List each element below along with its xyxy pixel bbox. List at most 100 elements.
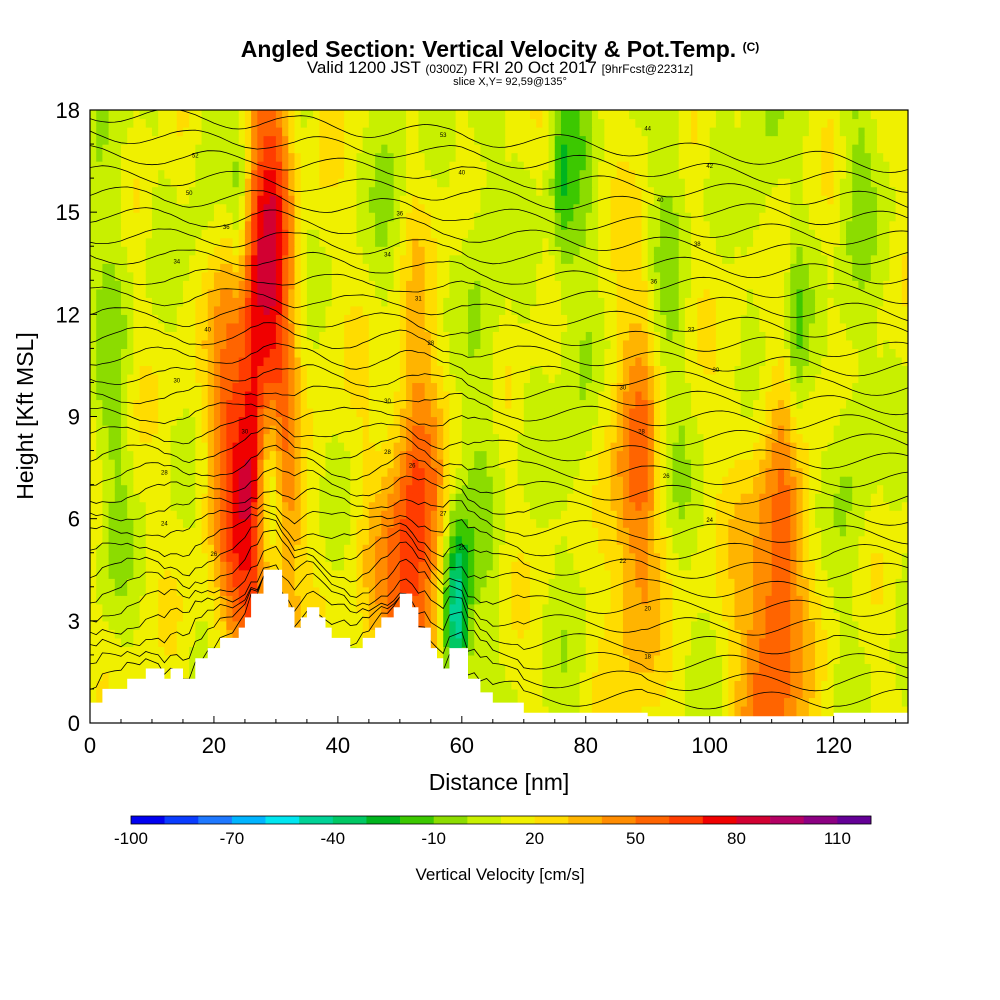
- velocity-cell: [784, 407, 791, 418]
- velocity-cell: [269, 450, 277, 460]
- velocity-cell: [790, 586, 798, 596]
- velocity-cell: [827, 450, 835, 460]
- velocity-cell: [368, 595, 376, 605]
- velocity-cell: [319, 416, 327, 426]
- velocity-cell: [852, 527, 860, 537]
- velocity-cell: [486, 595, 494, 605]
- velocity-cell: [251, 501, 258, 511]
- velocity-cell: [666, 688, 674, 699]
- velocity-cell: [499, 484, 506, 494]
- velocity-cell: [684, 629, 692, 639]
- velocity-cell: [455, 501, 463, 511]
- velocity-cell: [499, 595, 506, 605]
- velocity-cell: [759, 510, 767, 520]
- velocity-cell: [833, 527, 841, 537]
- velocity-cell: [189, 467, 196, 477]
- velocity-cell: [201, 620, 209, 630]
- velocity-cell: [294, 535, 302, 545]
- velocity-cell: [846, 459, 853, 469]
- velocity-cell: [164, 544, 172, 554]
- velocity-cell: [529, 637, 537, 647]
- velocity-cell: [387, 586, 395, 596]
- velocity-cell: [449, 467, 457, 477]
- velocity-cell: [275, 467, 283, 477]
- velocity-cell: [827, 484, 835, 494]
- velocity-cell: [877, 493, 884, 503]
- velocity-cell: [418, 493, 426, 503]
- velocity-cell: [412, 399, 420, 409]
- velocity-cell: [443, 501, 451, 511]
- velocity-cell: [337, 544, 345, 554]
- velocity-cell: [387, 493, 395, 503]
- velocity-cell: [542, 407, 550, 418]
- velocity-cell: [102, 561, 110, 571]
- velocity-cell: [585, 697, 593, 707]
- velocity-cell: [523, 578, 531, 588]
- valid-prefix: Valid 1200 JST: [306, 58, 421, 77]
- velocity-cell: [889, 484, 897, 494]
- velocity-cell: [114, 586, 122, 596]
- velocity-cell: [591, 586, 599, 596]
- velocity-cell: [622, 569, 630, 579]
- velocity-cell: [610, 442, 618, 452]
- velocity-cell: [753, 629, 760, 639]
- velocity-cell: [691, 450, 698, 460]
- velocity-cell: [641, 620, 649, 630]
- velocity-cell: [480, 646, 488, 656]
- velocity-cell: [877, 544, 884, 554]
- velocity-cell: [560, 416, 568, 426]
- velocity-cell: [480, 484, 488, 494]
- velocity-cell: [96, 476, 103, 486]
- velocity-cell: [598, 552, 605, 562]
- velocity-cell: [777, 569, 785, 579]
- velocity-cell: [759, 603, 767, 613]
- velocity-cell: [635, 535, 643, 545]
- velocity-cell: [306, 544, 314, 554]
- velocity-cell: [846, 476, 853, 486]
- velocity-cell: [244, 484, 252, 494]
- velocity-cell: [722, 629, 729, 639]
- velocity-cell: [796, 552, 804, 562]
- velocity-cell: [145, 399, 153, 409]
- velocity-cell: [598, 688, 605, 699]
- velocity-cell: [560, 654, 568, 664]
- velocity-cell: [529, 671, 537, 682]
- velocity-cell: [542, 595, 550, 605]
- velocity-cell: [176, 416, 184, 426]
- velocity-cell: [443, 612, 451, 622]
- velocity-cell: [449, 612, 457, 622]
- velocity-cell: [610, 399, 618, 409]
- velocity-cell: [616, 612, 624, 622]
- velocity-cell: [622, 518, 630, 528]
- velocity-cell: [734, 629, 742, 639]
- velocity-cell: [164, 595, 172, 605]
- velocity-cell: [697, 450, 705, 460]
- velocity-cell: [387, 467, 395, 477]
- velocity-cell: [567, 595, 574, 605]
- velocity-cell: [678, 663, 686, 673]
- velocity-cell: [207, 586, 215, 596]
- velocity-cell: [362, 586, 370, 596]
- velocity-cell: [356, 535, 364, 545]
- velocity-cell: [127, 578, 134, 588]
- velocity-cell: [753, 459, 760, 469]
- velocity-cell: [499, 527, 506, 537]
- velocity-cell: [182, 450, 190, 460]
- velocity-cell: [480, 416, 488, 426]
- velocity-cell: [393, 407, 401, 418]
- velocity-cell: [486, 450, 494, 460]
- velocity-cell: [282, 467, 289, 477]
- velocity-cell: [269, 493, 277, 503]
- velocity-cell: [399, 501, 407, 511]
- velocity-cell: [523, 501, 531, 511]
- velocity-cell: [375, 527, 382, 537]
- velocity-cell: [164, 484, 172, 494]
- velocity-cell: [554, 544, 562, 554]
- velocity-cell: [672, 671, 680, 682]
- velocity-cell: [319, 518, 327, 528]
- velocity-cell: [660, 467, 667, 477]
- velocity-cell: [591, 680, 599, 690]
- velocity-cell: [133, 544, 141, 554]
- velocity-cell: [529, 561, 537, 571]
- velocity-cell: [852, 484, 860, 494]
